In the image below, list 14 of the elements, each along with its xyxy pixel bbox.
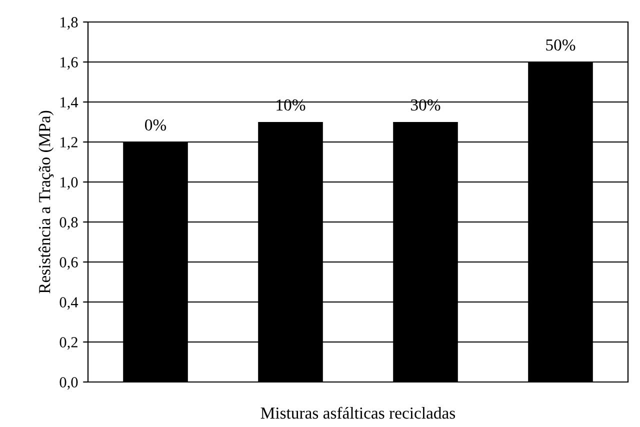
x-axis-title: Misturas asfálticas recicladas	[260, 406, 456, 419]
y-tick-label: 0,6	[60, 257, 78, 270]
y-tick-label: 1,8	[60, 17, 78, 30]
y-tick-label: 1,2	[60, 137, 78, 150]
x-tick-label: 0%	[145, 119, 166, 131]
y-tick-label: 1,4	[60, 97, 78, 110]
y-tick-label: 1,0	[60, 177, 78, 190]
y-tick-label: 0,2	[60, 337, 78, 350]
y-tick-label: 0,4	[60, 297, 78, 310]
y-tick-label: 1,6	[60, 57, 78, 70]
y-tick-label: 0,0	[60, 377, 78, 390]
y-tick-label: 0,8	[60, 217, 78, 230]
y-axis-title: Resistência a Tração (MPa)	[38, 110, 54, 294]
x-tick-label: 50%	[546, 39, 576, 51]
